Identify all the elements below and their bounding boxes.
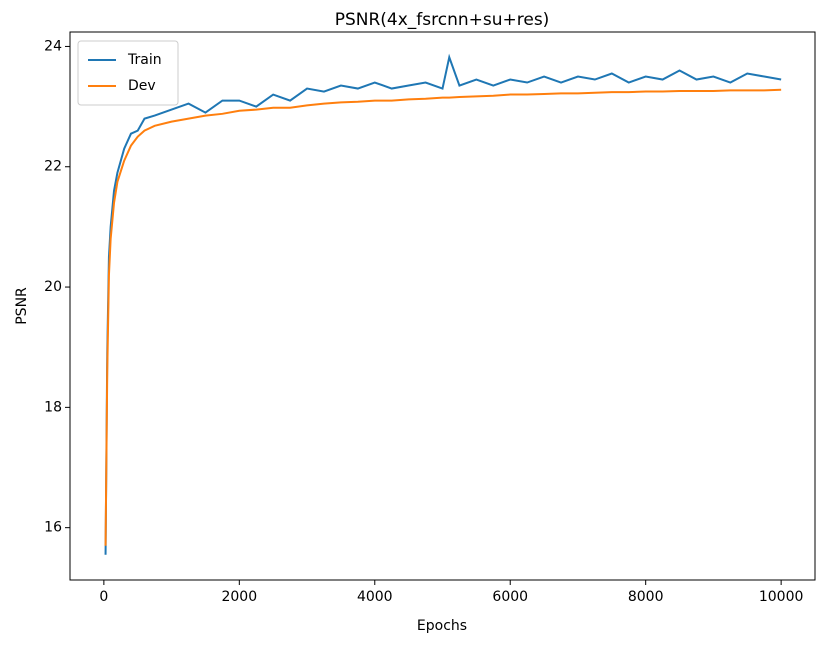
y-axis-label: PSNR — [14, 287, 30, 325]
x-tick-label: 6000 — [492, 589, 528, 605]
y-tick-label: 24 — [44, 38, 62, 54]
y-tick-label: 16 — [44, 520, 62, 536]
plot-frame — [69, 31, 816, 581]
legend-label: Train — [127, 52, 162, 68]
legend-label: Dev — [128, 78, 156, 94]
y-tick-label: 20 — [44, 279, 62, 295]
x-tick-label: 2000 — [221, 589, 257, 605]
chart-title: PSNR(4x_fsrcnn+su+res) — [335, 10, 550, 30]
y-tick-label: 22 — [44, 159, 62, 175]
x-tick-label: 8000 — [628, 589, 664, 605]
x-tick-label: 10000 — [759, 589, 804, 605]
x-axis-label: Epochs — [417, 618, 467, 634]
legend-box — [77, 40, 179, 106]
x-tick-label: 4000 — [357, 589, 393, 605]
data-line — [104, 53, 782, 555]
x-tick-label: 0 — [99, 589, 108, 605]
y-tick-label: 18 — [44, 399, 62, 415]
data-line — [104, 88, 782, 546]
